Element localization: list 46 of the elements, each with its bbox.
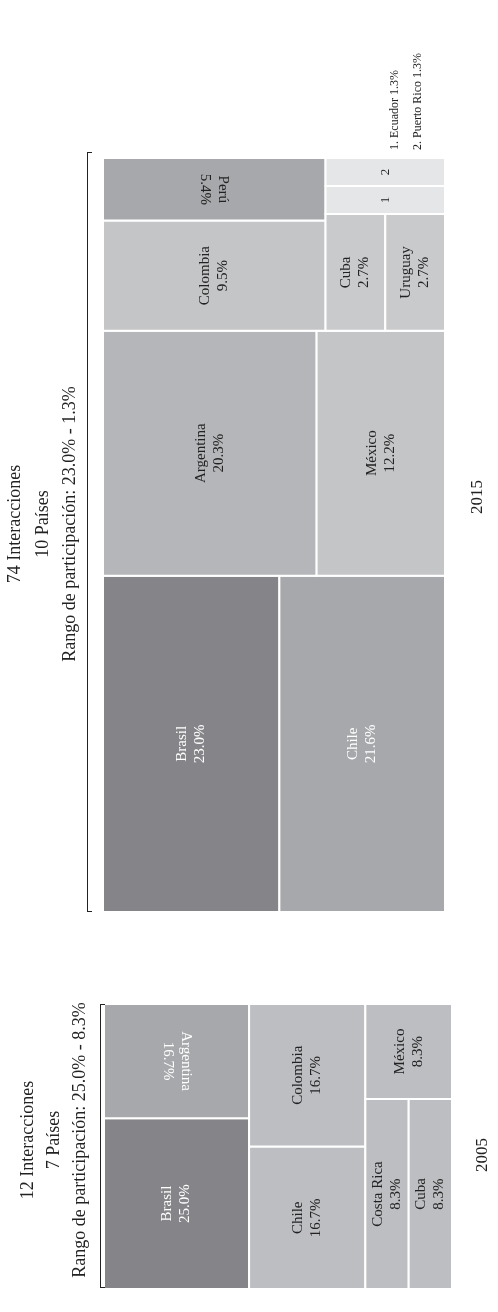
category-label: Chile — [344, 727, 361, 761]
category-label: Colombia — [289, 1045, 306, 1105]
category-label: Uruguay — [397, 245, 414, 299]
category-label: Brasil — [173, 725, 190, 762]
text: 1. — [387, 141, 402, 150]
text: 2 — [376, 168, 392, 176]
data-label: 8.3% — [408, 1035, 425, 1068]
text: 2005 — [472, 1138, 492, 1172]
data-label: 21.6% — [362, 724, 379, 764]
data-label: 8.3% — [430, 1178, 447, 1210]
data-label: 2.7% — [355, 256, 372, 289]
data-label: 2.7% — [415, 256, 432, 289]
category-label: Colombia — [196, 245, 213, 306]
category-label: México — [362, 430, 379, 477]
data-label: 23.0% — [191, 724, 208, 764]
text: 12 Interacciones — [16, 1080, 37, 1200]
category-label: México — [390, 1028, 407, 1075]
data-label: 16.7% — [160, 1041, 177, 1081]
category-label: Cuba — [337, 256, 354, 289]
text: 2. — [410, 141, 425, 150]
text: 7 Países — [42, 1110, 63, 1170]
category-label: Costa Rica — [368, 1160, 385, 1227]
category-label: Argentina — [191, 423, 208, 484]
text: 74 Interacciones — [3, 464, 24, 584]
category-label: Perú — [216, 175, 233, 204]
category-label: Ecuador — [387, 98, 402, 138]
data-label: 1.3% — [410, 53, 425, 79]
text: Rango de participación: 25.0% - 8.3% — [68, 1002, 89, 1278]
text: 2015 — [467, 480, 487, 514]
category-label: Argentina — [178, 1031, 195, 1092]
text: Rango de participación: 23.0% - 1.3% — [58, 386, 79, 662]
data-label: 9.5% — [214, 260, 231, 292]
category-label: Chile — [289, 1201, 306, 1234]
text: 10 Países — [31, 490, 52, 558]
data-label: 20.3% — [209, 433, 226, 473]
category-label: Brasil — [158, 1185, 175, 1222]
data-label: 5.4% — [198, 173, 215, 205]
category-label: Puerto Rico — [410, 81, 425, 138]
data-label: 25.0% — [176, 1184, 193, 1223]
data-label: 16.7% — [307, 1198, 324, 1238]
text: 1 — [376, 196, 392, 204]
data-label: 1.3% — [387, 70, 402, 96]
data-label: 8.3% — [386, 1178, 403, 1210]
data-label: 12.2% — [380, 433, 397, 473]
data-label: 16.7% — [307, 1055, 324, 1095]
category-label: Cuba — [412, 1177, 429, 1210]
